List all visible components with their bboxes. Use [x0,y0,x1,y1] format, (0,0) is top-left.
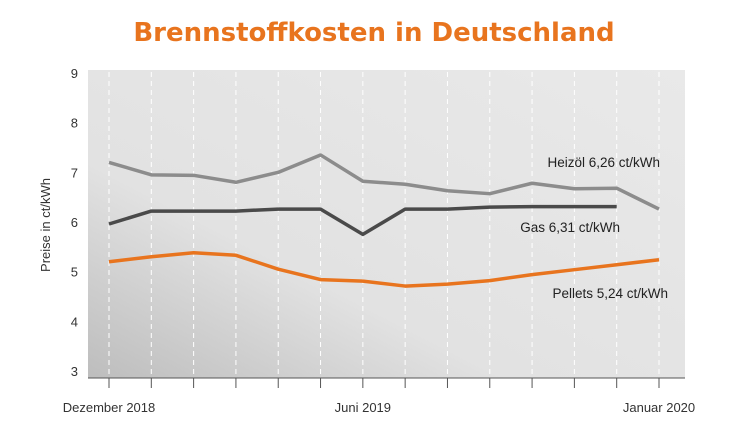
x-tick-label: Dezember 2018 [63,400,156,415]
x-tick-label: Januar 2020 [623,400,695,415]
y-tick-label: 8 [71,116,78,131]
x-tick-label: Juni 2019 [335,400,391,415]
y-axis-label: Preise in ct/kWh [38,178,53,272]
series-line-pellets [108,251,660,288]
series-line-heizöl [108,153,660,211]
series-label-heizöl: Heizöl 6,26 ct/kWh [547,155,660,170]
series-label-gas: Gas 6,31 ct/kWh [520,220,620,235]
chart-title: Brennstoffkosten in Deutschland [133,18,615,48]
y-tick-label: 7 [71,165,78,180]
y-tick-label: 5 [71,265,78,280]
y-tick-label: 3 [71,364,78,379]
y-tick-label: 9 [71,66,78,81]
y-tick-label: 4 [71,314,78,329]
series-line-gas [108,204,617,237]
series-label-pellets: Pellets 5,24 ct/kWh [552,286,668,301]
y-tick-label: 6 [71,215,78,230]
plot-area [88,70,685,378]
